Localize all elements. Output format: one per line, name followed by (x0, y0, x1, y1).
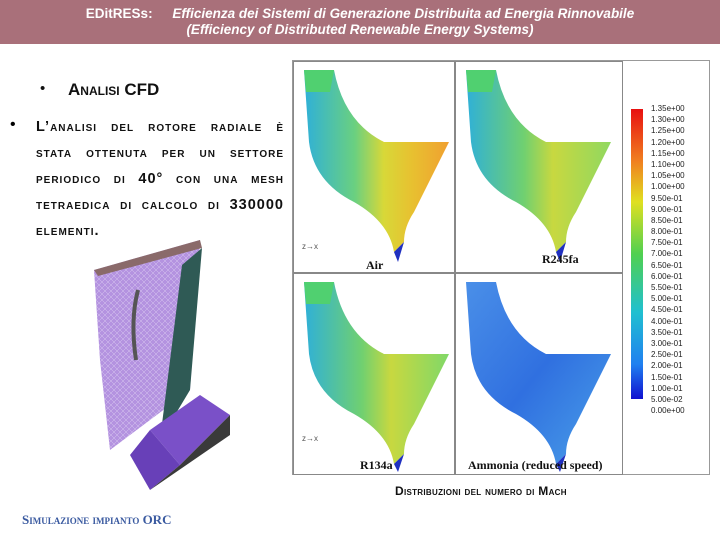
colorbar-tick-label: 3.50e-01 (651, 327, 683, 337)
figure-caption: Distribuzioni del numero di Mach (395, 484, 567, 498)
bullet-dot: • (40, 80, 46, 97)
panel-label: Ammonia (reduced speed) (468, 458, 603, 472)
colorbar (631, 109, 643, 399)
colorbar-tick-label: 1.35e+00 (651, 104, 685, 113)
panel-label: Air (366, 258, 384, 272)
panel-r134a: R134a z→x (293, 273, 455, 475)
colorbar-tick-label: 1.05e+00 (651, 171, 685, 181)
colorbar-tick-label: 8.50e-01 (651, 215, 683, 225)
colorbar-tick-label: 9.50e-01 (651, 193, 683, 203)
colorbar-tick-label: 1.00e-01 (651, 383, 683, 393)
colorbar-tick-label: 1.15e+00 (651, 148, 685, 158)
colorbar-tick-label: 2.00e-01 (651, 361, 683, 371)
mach-contour-figure: Air z→x R245fa (292, 60, 710, 475)
banner-title-it: Efficienza dei Sistemi di Generazione Di… (172, 6, 635, 21)
rotor-mesh-image (94, 240, 230, 490)
panel-air: Air z→x (293, 61, 455, 273)
colorbar-tick-label: 5.00e-02 (651, 394, 683, 404)
contour-air (304, 70, 449, 262)
axis-indicator: z→x (302, 434, 318, 443)
bullet-text: Analisi CFD (68, 80, 160, 99)
colorbar-tick-label: 1.25e+00 (651, 126, 685, 136)
colorbar-tick-label: 1.00e+00 (651, 182, 685, 192)
banner-title-en: (Efficiency of Distributed Renewable Ene… (186, 22, 534, 37)
colorbar-tick-label: 0.00e+00 (651, 406, 685, 416)
colorbar-ticks: 1.35e+00 1.30e+00 1.25e+00 1.20e+00 1.15e+00… (651, 103, 711, 416)
contour-r134a (304, 282, 449, 472)
contour-r245fa (466, 70, 611, 262)
colorbar-tick-label: 1.10e+00 (651, 159, 685, 169)
colorbar-tick-label: 7.50e-01 (651, 238, 683, 248)
axis-indicator: z→x (302, 242, 318, 251)
panel-r245fa: R245fa (455, 61, 623, 273)
colorbar-tick-label: 7.00e-01 (651, 249, 683, 259)
colorbar-tick-label: 6.50e-01 (651, 260, 683, 270)
colorbar-tick-label: 2.50e-01 (651, 350, 683, 360)
colorbar-tick-label: 1.30e+00 (651, 115, 685, 125)
bullet-paragraph: L’analisi del rotore radiale è stata ott… (36, 119, 284, 239)
colorbar-tick-label: 3.00e-01 (651, 338, 683, 348)
banner-tag: EDitRESs: (85, 6, 153, 21)
colorbar-tick-label: 5.00e-01 (651, 294, 683, 304)
colorbar-tick-label: 5.50e-01 (651, 283, 683, 292)
title-banner: EDitRESs: Efficienza dei Sistemi di Gene… (0, 0, 720, 44)
colorbar-tick-label: 1.50e-01 (651, 372, 683, 382)
colorbar-tick-label: 6.00e-01 (651, 271, 683, 281)
panel-label: R245fa (542, 252, 579, 266)
colorbar-tick-label: 4.00e-01 (651, 316, 683, 326)
bullet-dot: • (10, 116, 16, 133)
colorbar-tick-label: 4.50e-01 (651, 305, 683, 315)
footer-text: Simulazione impianto ORC (22, 512, 172, 527)
colorbar-tick-label: 8.00e-01 (651, 227, 683, 237)
colorbar-tick-label: 1.20e+00 (651, 137, 685, 147)
colorbar-tick-label: 9.00e-01 (651, 204, 683, 214)
panel-ammonia: Ammonia (reduced speed) (455, 273, 623, 475)
panel-label: R134a (360, 458, 393, 472)
contour-ammonia (466, 282, 611, 472)
